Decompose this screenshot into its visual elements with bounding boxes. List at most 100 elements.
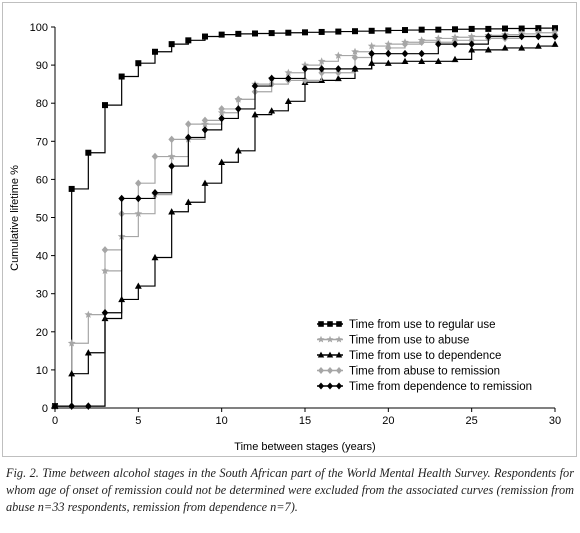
y-tick-label: 80 — [36, 98, 48, 110]
data-point — [351, 65, 359, 73]
data-point — [251, 82, 259, 90]
data-point — [201, 179, 209, 186]
legend-marker — [326, 367, 334, 374]
data-point — [518, 44, 526, 51]
data-point — [118, 73, 125, 80]
data-point — [218, 158, 226, 165]
data-point — [501, 32, 509, 41]
data-point — [401, 40, 409, 48]
data-point — [551, 40, 559, 47]
y-tick-label: 100 — [30, 22, 48, 34]
data-point — [535, 32, 542, 41]
legend-label: Time from use to abuse — [349, 335, 469, 347]
data-point — [135, 179, 142, 187]
data-point — [434, 57, 442, 64]
data-point — [434, 34, 443, 42]
data-point — [235, 30, 242, 37]
data-point — [418, 57, 426, 64]
legend-marker — [317, 351, 325, 358]
legend-marker — [335, 351, 343, 358]
data-point — [368, 49, 375, 58]
data-point — [318, 28, 325, 35]
data-point — [285, 29, 292, 36]
data-point — [502, 25, 508, 32]
legend-marker — [317, 382, 325, 390]
data-point — [268, 107, 276, 114]
data-point — [318, 68, 325, 77]
figure-caption: Fig. 2. Time between alcohol stages in t… — [6, 466, 574, 514]
legend-item: Time from abuse to remission — [317, 366, 500, 378]
y-axis-ticks: 0 10 20 30 40 50 60 70 80 90 100 — [30, 22, 55, 415]
data-point — [252, 30, 258, 37]
data-point — [468, 46, 476, 53]
data-point — [85, 402, 92, 410]
legend-label: Time from use to regular use — [349, 319, 496, 331]
y-tick-label: 30 — [36, 289, 48, 301]
series-line — [55, 44, 556, 407]
data-point — [484, 46, 492, 53]
figure-frame — [2, 2, 577, 457]
data-point — [135, 60, 142, 67]
data-point — [68, 185, 75, 192]
data-point — [84, 349, 92, 356]
data-point — [218, 114, 225, 123]
legend-marker — [335, 382, 343, 390]
x-tick-label: 15 — [299, 415, 311, 427]
data-point — [168, 162, 175, 170]
data-point — [185, 37, 192, 44]
legend-label: Time from use to dependence — [349, 350, 501, 362]
data-point — [151, 152, 159, 161]
data-point — [452, 26, 458, 33]
legend-marker — [317, 367, 325, 374]
data-point — [235, 95, 242, 104]
data-point — [67, 339, 76, 347]
data-point — [534, 42, 542, 49]
data-point — [135, 194, 142, 203]
legend-marker — [336, 321, 342, 327]
x-tick-label: 5 — [135, 415, 141, 427]
data-point — [185, 120, 192, 128]
data-point — [467, 32, 476, 40]
data-point — [185, 133, 192, 142]
legend-item: Time from use to regular use — [317, 319, 496, 331]
data-point — [384, 59, 392, 66]
data-point — [385, 49, 392, 58]
data-point — [85, 149, 92, 156]
y-tick-label: 0 — [42, 403, 48, 415]
x-tick-label: 0 — [52, 415, 58, 427]
data-point — [518, 25, 525, 32]
data-point — [418, 38, 425, 46]
data-point — [451, 40, 459, 48]
series-5 — [51, 32, 559, 410]
x-tick-label: 20 — [382, 415, 394, 427]
data-point — [234, 147, 242, 154]
data-point — [351, 53, 359, 62]
legend-marker — [335, 335, 343, 343]
x-tick-label: 10 — [216, 415, 228, 427]
data-point — [518, 32, 525, 41]
data-point — [468, 25, 475, 32]
legend-marker — [317, 335, 325, 343]
legend-marker — [327, 321, 333, 327]
data-point — [152, 48, 158, 55]
data-point — [335, 65, 342, 73]
data-point — [485, 32, 492, 41]
data-point — [268, 30, 275, 37]
data-point — [118, 194, 125, 203]
y-tick-label: 10 — [36, 365, 48, 377]
data-point — [268, 74, 275, 83]
legend-marker — [335, 367, 343, 374]
x-axis-label: Time between stages (years) — [234, 441, 375, 453]
legend: Time from use to regular use Time from us… — [317, 319, 532, 393]
data-point — [335, 68, 342, 77]
data-point — [435, 26, 442, 33]
legend-label: Time from abuse to remission — [349, 366, 500, 378]
data-point — [401, 49, 409, 58]
data-point — [301, 65, 309, 73]
data-point — [501, 44, 509, 51]
chart: 0 5 10 15 20 25 30 0 10 20 30 40 50 60 70 80 90 100 Time… — [9, 22, 561, 453]
data-point — [535, 25, 542, 32]
data-point — [385, 27, 392, 34]
data-point — [201, 126, 209, 134]
data-point — [68, 370, 76, 377]
